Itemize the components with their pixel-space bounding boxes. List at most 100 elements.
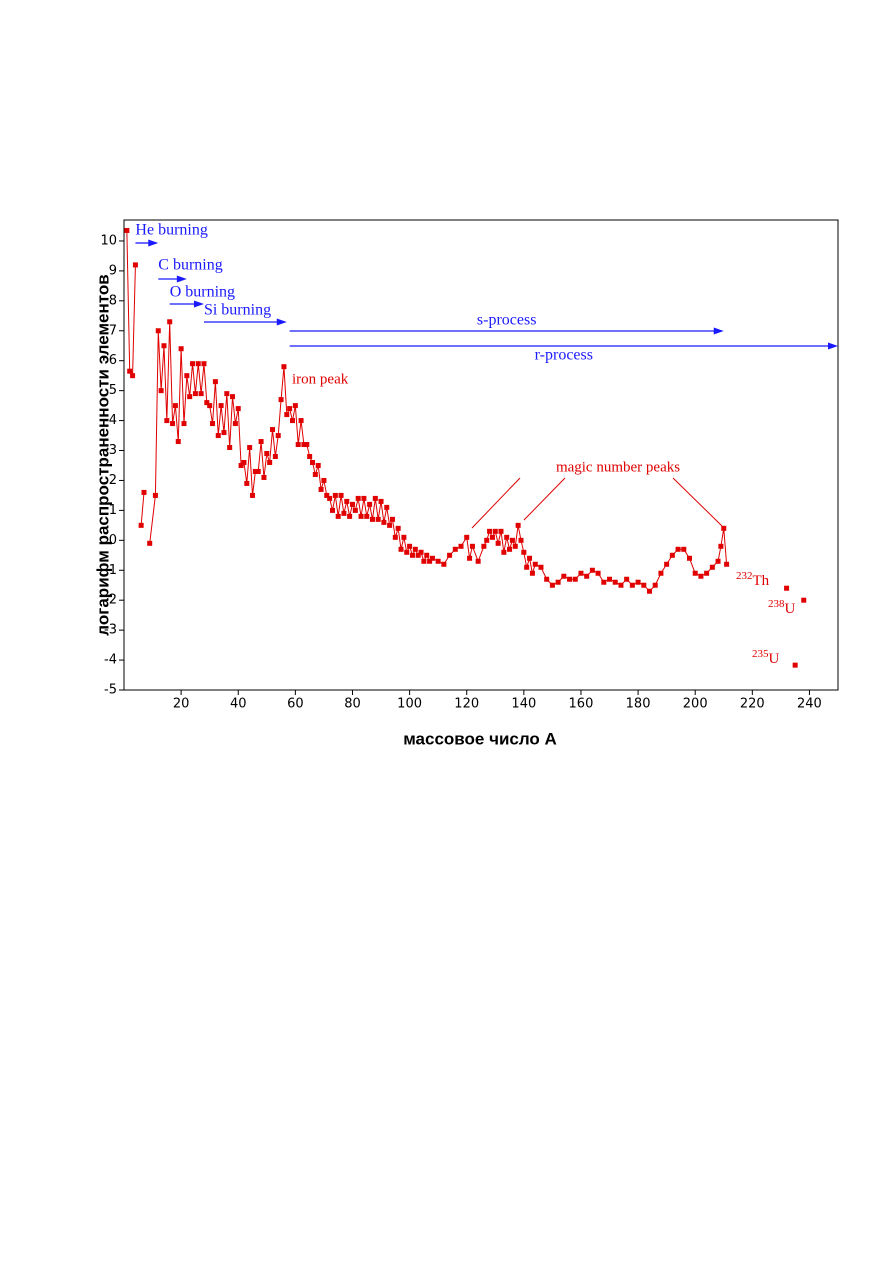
data-point [681, 546, 687, 552]
data-point [435, 558, 441, 564]
arrow-head [148, 239, 159, 247]
data-point [481, 543, 487, 549]
data-point [501, 549, 507, 555]
y-tick-label: 1 [109, 503, 117, 518]
data-point [315, 462, 321, 468]
data-point [218, 403, 224, 409]
data-point [261, 474, 267, 480]
data-point [152, 492, 158, 498]
y-tick-label: 4 [109, 413, 117, 428]
y-tick-label: -2 [104, 593, 117, 608]
data-point [458, 543, 464, 549]
data-point [255, 468, 261, 474]
data-point [527, 555, 533, 561]
data-point [412, 546, 418, 552]
isotope-symbol: Th [753, 573, 770, 589]
data-point [618, 582, 624, 588]
data-point [244, 480, 250, 486]
arrow-head [193, 300, 204, 308]
data-point [421, 558, 427, 564]
data-point [395, 525, 401, 531]
y-tick-label: 10 [100, 233, 117, 248]
arrow-head [828, 342, 838, 350]
data-point [335, 513, 341, 519]
data-point [172, 403, 178, 409]
data-point [230, 394, 236, 400]
data-point [198, 391, 204, 397]
data-point [207, 403, 213, 409]
data-point [124, 227, 130, 233]
data-point [515, 522, 521, 528]
data-point [669, 552, 675, 558]
data-point [332, 492, 338, 498]
data-point [355, 495, 361, 501]
data-point [507, 546, 513, 552]
data-point [284, 412, 290, 418]
data-point [212, 379, 218, 385]
y-tick-label: 0 [109, 533, 117, 548]
data-point [158, 388, 164, 394]
data-point [529, 570, 535, 576]
x-tick-label: 120 [454, 697, 479, 712]
data-point [538, 564, 544, 570]
process-label: He burning [135, 222, 207, 239]
data-point [467, 555, 473, 561]
data-point [224, 391, 230, 397]
y-tick-label: 9 [109, 263, 117, 278]
data-point [290, 418, 296, 424]
data-point [607, 576, 613, 582]
data-point [138, 522, 144, 528]
data-point [304, 442, 310, 448]
process-label: Si burning [204, 302, 271, 319]
data-point [792, 662, 798, 668]
data-point [329, 507, 335, 513]
pointer [471, 477, 521, 529]
data-point [175, 439, 181, 445]
data-point [147, 540, 153, 546]
data-point [372, 495, 378, 501]
data-point [524, 564, 530, 570]
data-point [427, 558, 433, 564]
data-point [561, 573, 567, 579]
data-point [358, 513, 364, 519]
data-point [321, 477, 327, 483]
data-point [698, 573, 704, 579]
data-point [484, 537, 490, 543]
arrow-head [176, 275, 187, 283]
data-point [187, 394, 193, 400]
data-point [589, 567, 595, 573]
data-point [447, 552, 453, 558]
y-axis-label: логарифм распространенности элементов [93, 274, 112, 635]
data-point [215, 433, 221, 439]
x-tick-label: 200 [683, 697, 708, 712]
data-point [155, 328, 161, 334]
annotation: magic number peaks [556, 459, 680, 475]
x-tick-label: 160 [569, 697, 594, 712]
data-point [487, 528, 493, 534]
isotope-label: 238U [768, 598, 796, 618]
data-point [658, 570, 664, 576]
x-tick-label: 100 [397, 697, 422, 712]
data-point [381, 519, 387, 525]
data-point [469, 543, 475, 549]
data-point [378, 498, 384, 504]
data-point [509, 537, 515, 543]
data-point [221, 430, 227, 436]
data-point [361, 495, 367, 501]
data-point [652, 582, 658, 588]
data-point [369, 516, 375, 522]
data-point [232, 421, 238, 427]
data-point [415, 552, 421, 558]
data-point [270, 427, 276, 433]
data-point [692, 570, 698, 576]
data-point [664, 561, 670, 567]
data-point [161, 343, 167, 349]
y-tick-label: 3 [109, 443, 117, 458]
isotope-symbol: U [785, 601, 796, 617]
y-tick-label: -1 [104, 563, 117, 578]
y-tick-label: 7 [109, 323, 117, 338]
data-point [318, 486, 324, 492]
data-point [367, 501, 373, 507]
isotope-label: 235U [752, 648, 780, 668]
